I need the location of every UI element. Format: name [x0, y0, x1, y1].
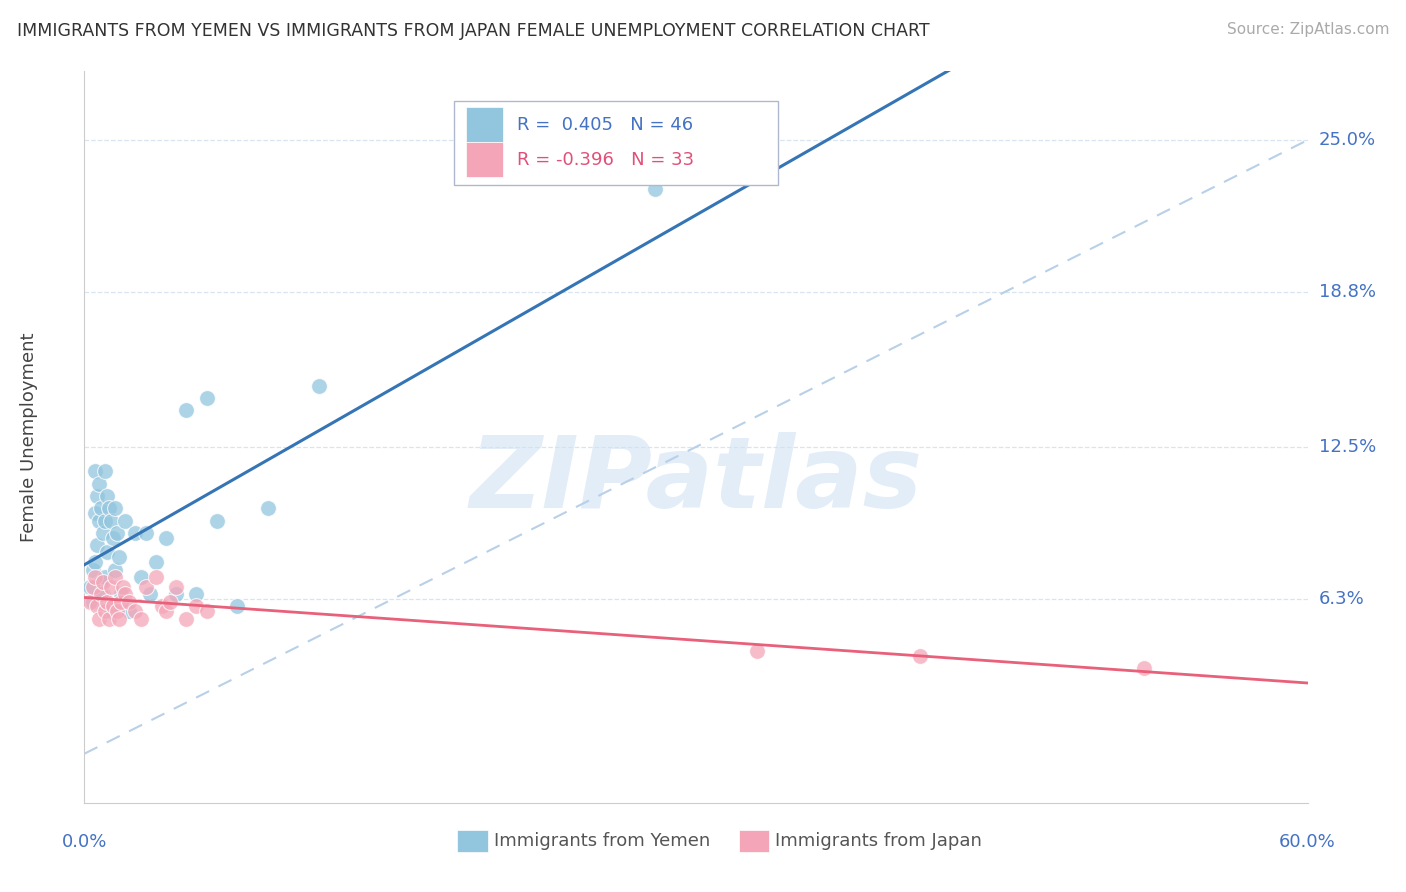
Point	[135, 525, 157, 540]
Point	[83, 465, 105, 479]
Text: 0.0%: 0.0%	[62, 833, 107, 851]
Point	[100, 514, 122, 528]
Point	[138, 587, 160, 601]
Point	[91, 574, 114, 589]
Point	[101, 531, 124, 545]
Point	[165, 580, 187, 594]
Point	[104, 570, 127, 584]
Point	[100, 580, 122, 594]
Point	[82, 563, 104, 577]
Point	[110, 594, 132, 608]
Point	[86, 489, 108, 503]
Point	[124, 525, 146, 540]
Text: 12.5%: 12.5%	[1319, 438, 1376, 456]
Point	[96, 545, 118, 559]
Point	[91, 525, 114, 540]
Point	[97, 599, 120, 614]
Point	[101, 599, 124, 614]
Point	[90, 574, 112, 589]
Text: Immigrants from Japan: Immigrants from Japan	[776, 832, 983, 850]
Point	[155, 604, 177, 618]
Point	[1133, 661, 1156, 675]
Point	[87, 612, 110, 626]
Text: R =  0.405   N = 46: R = 0.405 N = 46	[517, 116, 693, 134]
Text: Immigrants from Yemen: Immigrants from Yemen	[494, 832, 710, 850]
Point	[93, 465, 115, 479]
Point	[205, 514, 228, 528]
Point	[83, 570, 105, 584]
Point	[86, 599, 108, 614]
Point	[195, 604, 218, 618]
Point	[118, 604, 141, 618]
Point	[159, 594, 181, 608]
Point	[108, 612, 131, 626]
Point	[165, 587, 187, 601]
Point	[97, 612, 120, 626]
Point	[118, 594, 141, 608]
Point	[86, 538, 108, 552]
Point	[131, 612, 153, 626]
Point	[195, 391, 218, 405]
Point	[82, 580, 104, 594]
Point	[155, 531, 177, 545]
Point	[150, 599, 173, 614]
Point	[90, 587, 112, 601]
Point	[114, 514, 136, 528]
Point	[93, 570, 115, 584]
Text: Female Unemployment: Female Unemployment	[20, 333, 38, 541]
Point	[226, 599, 249, 614]
Point	[186, 587, 208, 601]
FancyBboxPatch shape	[465, 143, 503, 178]
Point	[257, 501, 280, 516]
Point	[104, 563, 127, 577]
Point	[135, 580, 157, 594]
Point	[97, 501, 120, 516]
Point	[96, 594, 118, 608]
Text: ZIPatlas: ZIPatlas	[470, 433, 922, 530]
Point	[112, 580, 135, 594]
Point	[114, 587, 136, 601]
Text: IMMIGRANTS FROM YEMEN VS IMMIGRANTS FROM JAPAN FEMALE UNEMPLOYMENT CORRELATION C: IMMIGRANTS FROM YEMEN VS IMMIGRANTS FROM…	[17, 22, 929, 40]
Point	[90, 501, 112, 516]
Point	[105, 525, 128, 540]
Point	[145, 555, 167, 569]
Text: R = -0.396   N = 33: R = -0.396 N = 33	[517, 151, 695, 169]
Point	[93, 604, 115, 618]
Text: 6.3%: 6.3%	[1319, 591, 1364, 608]
Text: 25.0%: 25.0%	[1319, 131, 1376, 149]
Point	[644, 182, 666, 196]
Point	[131, 570, 153, 584]
Point	[93, 514, 115, 528]
FancyBboxPatch shape	[454, 101, 778, 185]
FancyBboxPatch shape	[457, 830, 488, 852]
Point	[174, 403, 197, 417]
Point	[174, 612, 197, 626]
Point	[87, 514, 110, 528]
Point	[82, 594, 104, 608]
FancyBboxPatch shape	[465, 107, 503, 143]
FancyBboxPatch shape	[738, 830, 769, 852]
Point	[747, 643, 769, 657]
Point	[186, 599, 208, 614]
Text: 60.0%: 60.0%	[1279, 833, 1336, 851]
Point	[105, 604, 128, 618]
Point	[91, 587, 114, 601]
Text: Source: ZipAtlas.com: Source: ZipAtlas.com	[1226, 22, 1389, 37]
Point	[79, 594, 101, 608]
Point	[108, 550, 131, 565]
Point	[79, 580, 101, 594]
Point	[83, 506, 105, 520]
Point	[104, 501, 127, 516]
Point	[96, 489, 118, 503]
Point	[110, 587, 132, 601]
Point	[124, 604, 146, 618]
Point	[308, 378, 330, 392]
Point	[87, 476, 110, 491]
Point	[145, 570, 167, 584]
Text: 18.8%: 18.8%	[1319, 284, 1375, 301]
Point	[910, 648, 932, 663]
Point	[100, 604, 122, 618]
Point	[83, 555, 105, 569]
